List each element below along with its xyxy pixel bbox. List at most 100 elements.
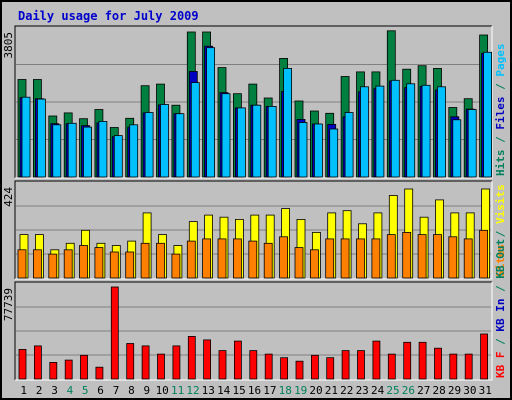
legend-hits-files-pages: Hits / Files / Pages — [494, 44, 507, 177]
bar-kb-f-day-6 — [95, 366, 104, 380]
bar-sites-day-19 — [294, 247, 304, 279]
bar-pages-day-30 — [467, 109, 477, 178]
bar-kb-f-day-2 — [34, 345, 42, 380]
bar-sites-day-16 — [248, 240, 258, 279]
panel-kbytes: 77739 KB F / KB In / KB Out — [2, 239, 507, 381]
x-tick-label-day-14: 14 — [217, 384, 231, 397]
x-tick-label-day-15: 15 — [232, 384, 245, 397]
bar-kb-f-day-4 — [64, 359, 73, 380]
bar-kb-f-day-10 — [157, 353, 165, 380]
bar-pages-day-24 — [375, 85, 385, 178]
x-tick-label-day-2: 2 — [36, 384, 43, 397]
bar-pages-day-9 — [144, 112, 154, 178]
bar-pages-day-14 — [221, 93, 231, 178]
panel-border-dark — [14, 281, 492, 380]
bar-pages-day-6 — [98, 121, 108, 178]
bar-sites-day-27 — [417, 234, 427, 279]
x-tick-label-day-5: 5 — [82, 384, 89, 397]
bar-kb-f-day-31 — [480, 333, 489, 380]
panel-hits-files-pages: 3805 Hits / Files / Pages — [2, 25, 507, 179]
bar-pages-day-29 — [452, 119, 462, 178]
x-tick-label-day-7: 7 — [113, 384, 120, 397]
bar-pages-day-13 — [206, 47, 216, 178]
bar-pages-day-4 — [67, 122, 77, 178]
bar-sites-day-22 — [340, 238, 350, 279]
legend-entry-1: / — [494, 130, 507, 150]
bar-kb-f-day-29 — [449, 353, 458, 380]
bar-pages-day-17 — [267, 106, 277, 178]
max-value-label-hits-files-pages: 3805 — [2, 32, 15, 59]
bar-kb-f-day-13 — [203, 339, 212, 380]
bar-sites-day-29 — [448, 236, 458, 279]
bar-kb-f-day-8 — [126, 343, 135, 380]
x-tick-label-day-19: 19 — [294, 384, 307, 397]
x-tick-label-day-12: 12 — [186, 384, 199, 397]
legend-entry-4: KB Out — [494, 239, 507, 279]
x-tick-label-day-30: 30 — [463, 384, 476, 397]
legend-entry-4: Pages — [494, 44, 507, 77]
bar-pages-day-16 — [252, 104, 262, 178]
bar-sites-day-14 — [217, 238, 227, 279]
x-tick-label-day-29: 29 — [448, 384, 461, 397]
bar-pages-day-18 — [283, 68, 293, 178]
x-tick-label-day-23: 23 — [356, 384, 369, 397]
bar-kb-f-day-12 — [187, 335, 196, 380]
legend-entry-1: / — [494, 332, 507, 352]
bar-sites-day-20 — [309, 249, 319, 279]
bar-pages-day-26 — [406, 83, 416, 178]
bar-kb-f-day-5 — [80, 354, 88, 380]
bar-kb-f-day-25 — [387, 353, 396, 380]
bar-pages-day-8 — [129, 124, 139, 178]
bar-sites-day-18 — [279, 236, 289, 279]
bar-pages-day-3 — [52, 124, 62, 178]
legend-entry-2: Files — [494, 97, 507, 130]
legend-entry-2: KB In — [494, 299, 507, 332]
bar-kb-f-day-22 — [341, 350, 350, 380]
panel-border-light — [15, 181, 493, 280]
bar-kb-f-day-28 — [434, 347, 442, 380]
bar-sites-day-7 — [109, 251, 119, 279]
legend-visits-sites: Sites / Visits — [494, 184, 507, 277]
bar-kb-f-day-7 — [110, 286, 119, 380]
x-tick-label-day-9: 9 — [143, 384, 150, 397]
bar-sites-day-23 — [356, 238, 365, 279]
bar-sites-day-3 — [48, 253, 58, 279]
bar-sites-day-24 — [371, 238, 381, 279]
bar-kb-f-day-15 — [233, 340, 242, 380]
bar-sites-day-17 — [263, 242, 273, 279]
legend-entry-2: Visits — [494, 184, 507, 224]
bar-sites-day-26 — [402, 231, 412, 279]
x-tick-label-day-3: 3 — [51, 384, 58, 397]
x-tick-label-day-21: 21 — [325, 384, 338, 397]
bar-kb-f-day-9 — [141, 345, 150, 380]
x-tick-label-day-20: 20 — [309, 384, 322, 397]
bar-sites-day-9 — [140, 242, 150, 279]
panel-border-dark — [14, 25, 492, 178]
x-tick-label-day-25: 25 — [386, 384, 399, 397]
bar-sites-day-4 — [63, 249, 73, 279]
bar-pages-day-22 — [344, 112, 354, 178]
x-tick-label-day-13: 13 — [202, 384, 215, 397]
legend-entry-3: / — [494, 77, 507, 97]
bar-kb-f-day-1 — [18, 348, 27, 380]
bar-kb-f-day-17 — [264, 353, 273, 380]
bar-kb-f-day-27 — [418, 341, 427, 380]
x-tick-label-day-18: 18 — [279, 384, 292, 397]
x-tick-label-day-11: 11 — [171, 384, 184, 397]
max-value-label-visits-sites: 424 — [2, 187, 15, 207]
bar-sites-day-11 — [171, 253, 181, 279]
bar-sites-day-12 — [186, 240, 196, 279]
x-tick-label-day-6: 6 — [97, 384, 104, 397]
x-tick-label-day-26: 26 — [402, 384, 415, 397]
bar-sites-day-6 — [94, 247, 104, 279]
bar-kb-f-day-16 — [249, 350, 258, 380]
bar-sites-day-2 — [32, 249, 42, 279]
panel-border-light — [15, 282, 493, 381]
x-tick-label-day-22: 22 — [340, 384, 353, 397]
bar-sites-day-25 — [386, 234, 396, 279]
bar-sites-day-1 — [17, 249, 27, 279]
chart-title: Daily usage for July 2009 — [18, 9, 199, 23]
bar-kb-f-day-3 — [49, 361, 58, 380]
bar-kb-f-day-30 — [464, 353, 473, 380]
